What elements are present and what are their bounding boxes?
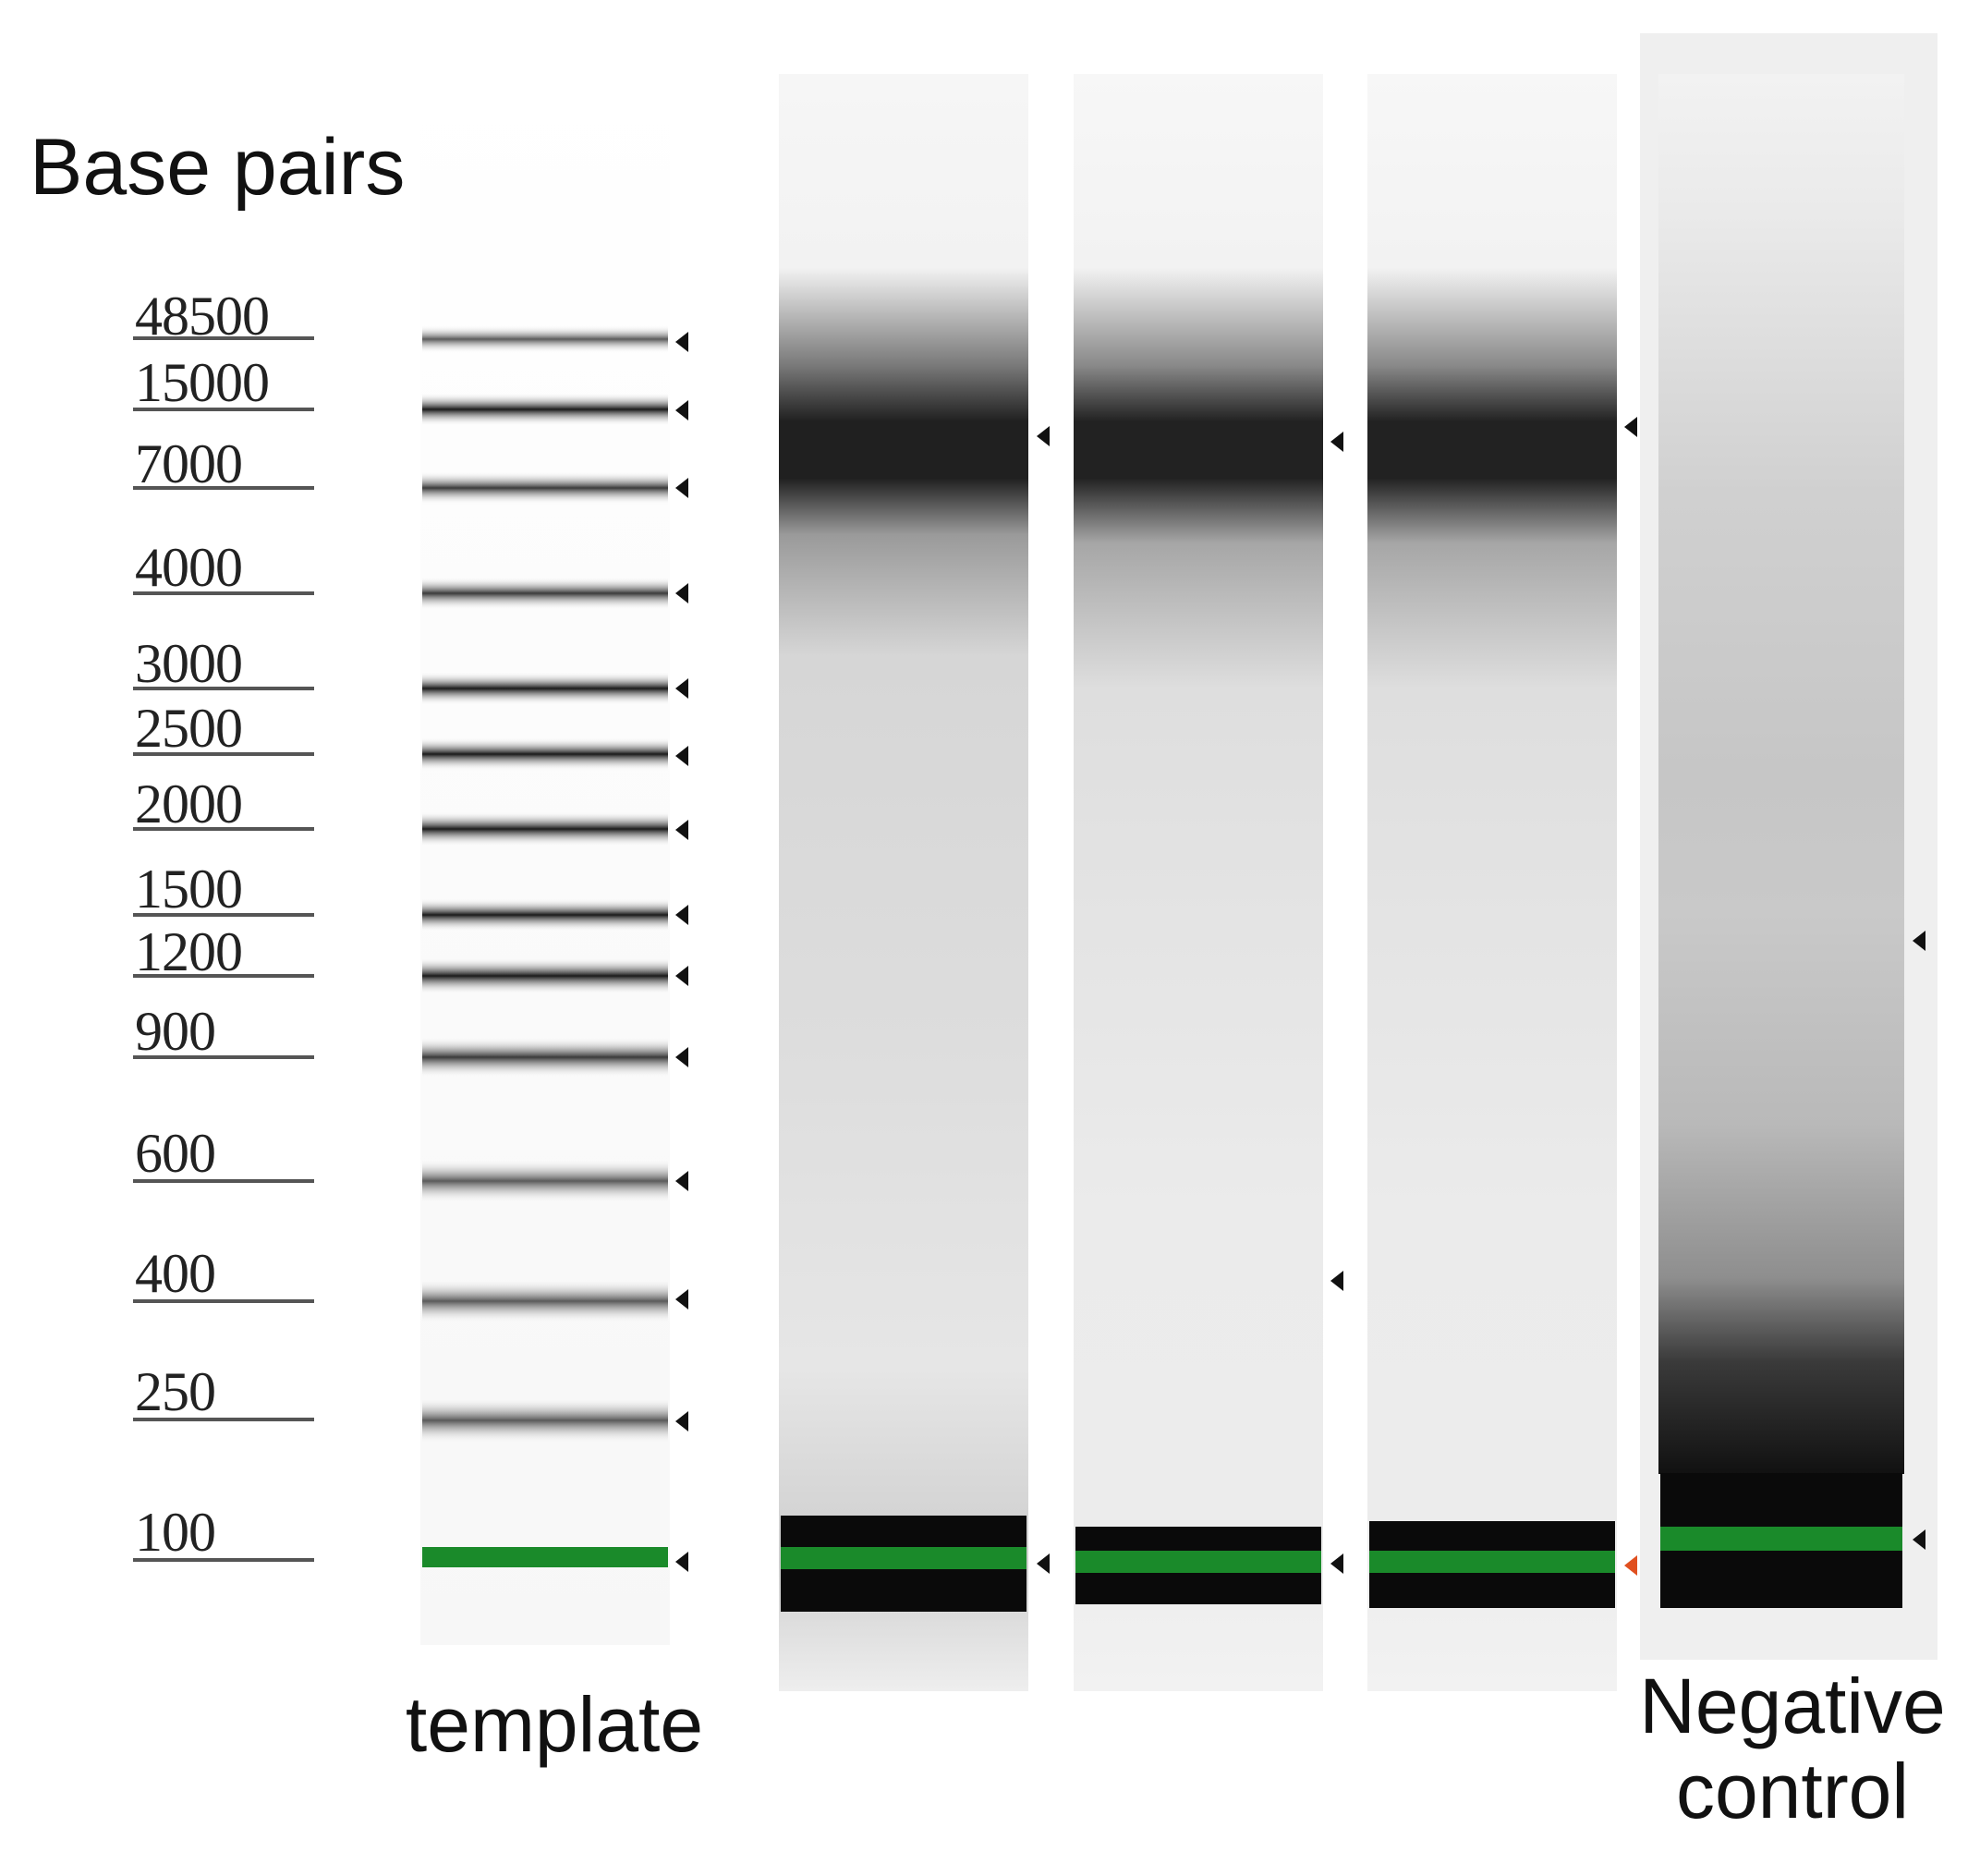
ladder-band [422, 737, 668, 771]
ladder-band [422, 811, 668, 847]
lane-2-arrow-icon [1330, 1553, 1343, 1574]
ladder-label: 15000 [135, 352, 270, 413]
marker-band-1 [781, 1547, 1026, 1569]
ladder-label: 7000 [135, 433, 243, 494]
lane-background-negative [1658, 74, 1904, 1474]
lane-background-3 [1367, 74, 1617, 1691]
ladder-label: 900 [135, 1001, 216, 1062]
lane-2-arrow-icon [1330, 1271, 1343, 1291]
ladder-arrow-icon [675, 820, 688, 840]
ladder-arrow-icon [675, 1047, 688, 1067]
sample-marker-bands [781, 1473, 1902, 1612]
lane-label-template: template [405, 1681, 704, 1768]
ladder-arrow-icon [675, 905, 688, 925]
ladder-band [422, 1159, 668, 1203]
ladder-arrow-icon [675, 1289, 688, 1310]
lane-1-arrow-icon [1037, 426, 1050, 446]
marker-band-3 [1369, 1551, 1615, 1573]
lane-background-2 [1074, 74, 1323, 1691]
ladder-label: 3000 [135, 633, 243, 694]
ladder-band [422, 577, 668, 610]
ladder-band [422, 1037, 668, 1078]
ladder-arrow-icon [675, 1552, 688, 1572]
ladder-arrow-icon [675, 478, 688, 498]
negative-lane-arrow-icon [1913, 1529, 1925, 1550]
lane-1-arrow-icon [1037, 1553, 1050, 1574]
ladder-label: 48500 [135, 286, 270, 347]
lane-3-arrow-icon [1624, 1555, 1637, 1576]
ladder-label: 600 [135, 1123, 216, 1184]
ladder-band [422, 672, 668, 705]
lane-2-arrow-icon [1330, 432, 1343, 452]
lane-background-1 [779, 74, 1028, 1691]
ladder-band [422, 898, 668, 932]
ladder-arrow-icon [675, 966, 688, 986]
marker-band-negative [1660, 1527, 1902, 1551]
ladder-band [422, 393, 668, 426]
ladder-label: 400 [135, 1243, 216, 1304]
ladder-arrow-icon [675, 332, 688, 352]
ladder-label: 4000 [135, 537, 243, 598]
ladder-label: 250 [135, 1361, 216, 1422]
marker-band-2 [1075, 1551, 1321, 1573]
ladder-arrow-icon [675, 746, 688, 766]
ladder-arrow-icon [675, 678, 688, 699]
ladder-label: 2500 [135, 698, 243, 759]
ladder-label: 2000 [135, 774, 243, 834]
ladder-band [422, 957, 668, 994]
ladder-band [422, 471, 668, 505]
ladder-arrow-icon [675, 583, 688, 603]
ladder-band [422, 1397, 668, 1444]
ladder-bands [422, 325, 668, 1567]
ladder-label: 1200 [135, 921, 243, 982]
negative-lane-arrow-icon [1913, 931, 1925, 951]
ladder-label: 1500 [135, 859, 243, 920]
ladder-label: 100 [135, 1502, 216, 1563]
marker-band-template [422, 1547, 668, 1567]
lane-label-negative-control: Negative control [1639, 1663, 1946, 1835]
ladder-band [422, 325, 668, 353]
ladder-arrow-icon [675, 1411, 688, 1431]
ladder-arrow-icon [675, 1171, 688, 1191]
ladder-band [422, 1279, 668, 1323]
ladder-tick-lines [133, 336, 314, 1562]
peak-arrows [675, 332, 1925, 1576]
lane-3-arrow-icon [1624, 417, 1637, 437]
axis-title: Base pairs [30, 123, 406, 212]
ladder-arrow-icon [675, 400, 688, 420]
